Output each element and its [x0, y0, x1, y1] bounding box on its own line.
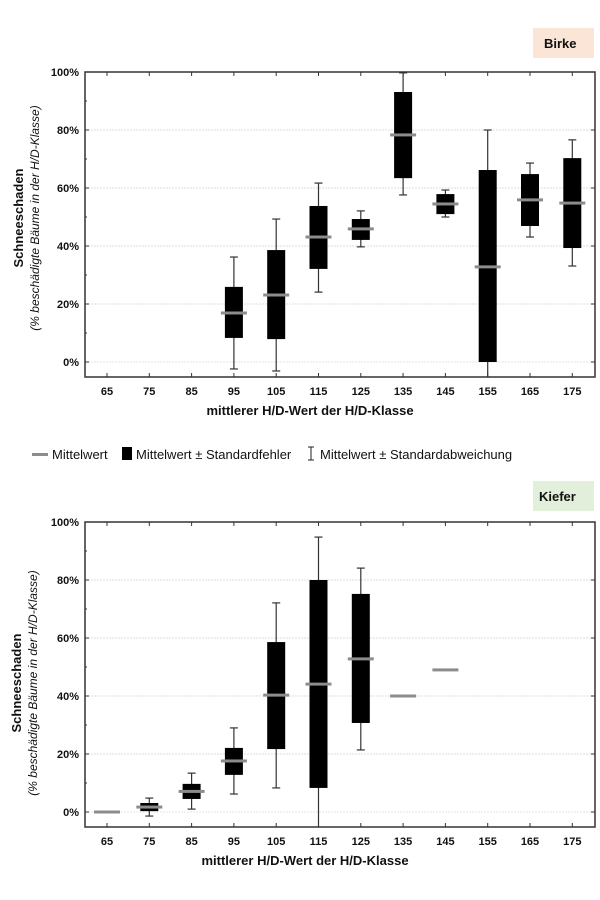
y-axis-subtitle: (% beschädigte Bäume in der H/D-Klasse) [28, 105, 42, 330]
x-tick-label: 125 [352, 836, 370, 848]
mean-marker [390, 133, 417, 137]
x-tick-label: 105 [267, 836, 285, 848]
y-tick-label: 80% [57, 575, 79, 587]
y-axis-title: Schneeschaden [11, 168, 26, 267]
y-tick-label: 0% [63, 807, 79, 819]
grid-lines [85, 129, 595, 363]
y-tick-label: 60% [57, 183, 79, 195]
mean-marker [517, 198, 543, 202]
x-tick-label: 75 [143, 836, 155, 848]
y-tick-label: 20% [57, 749, 79, 761]
mean-marker [347, 227, 374, 231]
y-tick-label: 60% [57, 633, 79, 645]
mean-marker [305, 682, 332, 686]
y-tick-label: 80% [57, 125, 79, 137]
x-tick-label: 165 [521, 836, 539, 848]
x-tick-label: 85 [185, 836, 197, 848]
species-badge-birke [533, 28, 594, 58]
legend-sd-label: Mittelwert ± Standardabweichung [320, 447, 512, 462]
x-tick-label: 105 [267, 386, 285, 398]
axis-ticks [85, 71, 595, 377]
x-axis-title: mittlerer H/D-Wert der H/D-Klasse [206, 403, 413, 418]
mean-marker [347, 657, 374, 661]
x-tick-label: 115 [310, 836, 328, 848]
species-title-kiefer: Kiefer [539, 489, 576, 504]
grid-lines [85, 579, 595, 813]
legend-mean-label: Mittelwert [52, 447, 108, 462]
x-tick-label: 65 [101, 836, 113, 848]
x-axis-title: mittlerer H/D-Wert der H/D-Klasse [201, 853, 408, 868]
y-tick-label: 100% [51, 517, 79, 529]
x-tick-label: 135 [394, 386, 412, 398]
data-marks [220, 72, 586, 377]
x-tick-label: 65 [101, 386, 113, 398]
mean-marker [390, 694, 417, 698]
data-marks [94, 536, 459, 827]
x-tick-label: 145 [436, 386, 454, 398]
y-axis-title: Schneeschaden [9, 633, 24, 732]
x-tick-label: 165 [521, 386, 539, 398]
legend-se-icon [122, 447, 132, 460]
mean-marker [305, 235, 332, 239]
species-title-birke: Birke [544, 36, 577, 51]
axis-ticks [85, 521, 595, 827]
x-tick-label: 155 [479, 386, 497, 398]
mean-marker [220, 759, 247, 763]
x-tick-label: 175 [563, 386, 581, 398]
mean-marker [178, 789, 205, 793]
y-tick-label: 0% [63, 357, 79, 369]
x-tick-labels: 65 75 85 95 105 115 125 135 145 155 165 175 [101, 386, 582, 398]
mean-marker [263, 293, 290, 297]
y-tick-labels: 0% 20% 40% 60% 80% 100% [51, 67, 79, 369]
x-tick-label: 175 [563, 836, 581, 848]
legend-se-label: Mittelwert ± Standardfehler [136, 447, 292, 462]
chart-kiefer: Kiefer 0% 20% 40% 60% 80% 100% 65 75 85 95 105 115… [9, 481, 596, 868]
y-axis-subtitle: (% beschädigte Bäume in der H/D-Klasse) [26, 570, 40, 795]
chart-birke: Birke 0% 20% 40% 60% 80% 100% 65 75 85 95 105 115 1… [11, 28, 596, 418]
mean-marker [432, 202, 459, 206]
legend-sd-icon [308, 446, 314, 461]
mean-marker [94, 810, 120, 814]
x-tick-label: 125 [352, 386, 370, 398]
mean-marker [263, 693, 290, 697]
mean-marker [559, 201, 586, 205]
mean-marker [220, 311, 247, 315]
plot-frame [84, 521, 596, 828]
x-tick-label: 95 [228, 836, 240, 848]
mean-marker [432, 668, 459, 672]
x-tick-label: 155 [479, 836, 497, 848]
legend: Mittelwert Mittelwert ± Standardfehler M… [32, 446, 512, 462]
y-tick-labels: 0% 20% 40% 60% 80% 100% [51, 517, 79, 819]
y-tick-label: 40% [57, 691, 79, 703]
x-tick-label: 135 [394, 836, 412, 848]
species-badge-kiefer [533, 481, 594, 511]
x-tick-label: 145 [436, 836, 454, 848]
x-tick-label: 115 [310, 386, 328, 398]
y-tick-label: 20% [57, 299, 79, 311]
x-tick-labels: 65 75 85 95 105 115 125 135 145 155 165 175 [101, 836, 582, 848]
plot-frame [84, 71, 596, 378]
y-tick-label: 40% [57, 241, 79, 253]
y-tick-label: 100% [51, 67, 79, 79]
x-tick-label: 95 [228, 386, 240, 398]
mean-marker [136, 805, 163, 809]
mean-marker [474, 265, 501, 269]
legend-mean-icon [32, 453, 48, 456]
x-tick-label: 85 [185, 386, 197, 398]
x-tick-label: 75 [143, 386, 155, 398]
